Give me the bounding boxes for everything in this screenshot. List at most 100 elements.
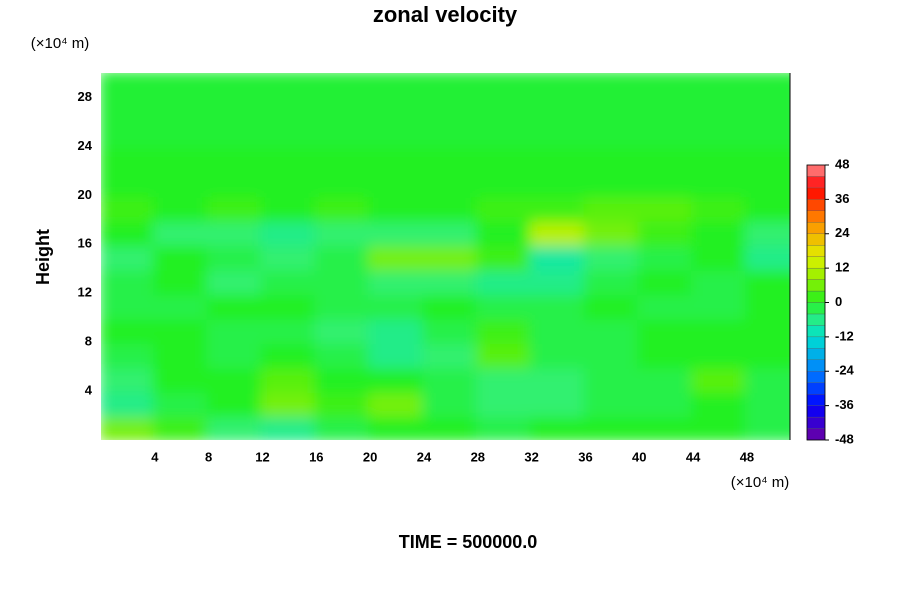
cell	[368, 266, 426, 296]
cell	[421, 340, 480, 369]
cell	[691, 315, 749, 345]
cell	[637, 168, 696, 198]
y-tick-label: 20	[78, 187, 92, 202]
cell	[206, 217, 265, 247]
colorbar-segment	[806, 164, 826, 177]
colorbar-segment	[806, 187, 826, 200]
cell	[152, 364, 211, 394]
cell	[260, 389, 319, 418]
cell	[314, 413, 373, 440]
cell	[206, 119, 265, 149]
cell	[744, 315, 790, 345]
cell	[260, 315, 319, 345]
cell	[421, 364, 480, 394]
colorbar-segment	[806, 359, 826, 372]
cell	[152, 413, 211, 440]
cell	[637, 340, 696, 369]
cell	[368, 315, 426, 345]
cell	[260, 266, 319, 296]
cell	[691, 193, 749, 222]
cell	[691, 144, 749, 173]
colorbar: -48 -36 -24 -12 0 12 24 36 48	[806, 156, 855, 446]
cell	[421, 266, 480, 296]
cell	[475, 242, 534, 271]
cell	[101, 73, 157, 100]
cell	[529, 364, 588, 394]
cell	[101, 242, 157, 271]
cell	[529, 119, 588, 149]
cell	[368, 73, 426, 100]
cell	[583, 242, 642, 271]
cell	[152, 144, 211, 173]
cell	[637, 315, 696, 345]
cell	[583, 95, 642, 124]
cell	[421, 95, 480, 124]
cell	[691, 413, 749, 440]
colorbar-segment	[806, 405, 826, 418]
cell	[260, 95, 319, 124]
cell	[691, 217, 749, 247]
cell	[691, 266, 749, 296]
cell	[314, 389, 373, 418]
cell	[475, 340, 534, 369]
cell	[421, 119, 480, 149]
colorbar-segment	[806, 176, 826, 189]
cell	[529, 168, 588, 198]
colorbar-tick-label: -24	[835, 363, 855, 378]
colorbar-segment	[806, 302, 826, 315]
cell	[314, 340, 373, 369]
cell	[637, 242, 696, 271]
cell	[368, 340, 426, 369]
colorbar-segment	[806, 210, 826, 223]
cell	[744, 340, 790, 369]
cell	[206, 144, 265, 173]
cell	[368, 413, 426, 440]
x-unit: (×10⁴ m)	[731, 474, 790, 491]
cell	[475, 364, 534, 394]
cell	[260, 291, 319, 320]
colorbar-segment	[806, 279, 826, 292]
colorbar-segment	[806, 336, 826, 349]
x-tick-label: 40	[632, 449, 646, 464]
cell	[744, 193, 790, 222]
cell	[368, 364, 426, 394]
cell	[152, 73, 211, 100]
cell	[691, 364, 749, 394]
cell	[101, 144, 157, 173]
cell	[744, 119, 790, 149]
cell	[421, 413, 480, 440]
cell	[691, 389, 749, 418]
cell	[475, 119, 534, 149]
cell	[637, 95, 696, 124]
plot-area	[101, 73, 790, 440]
cell	[314, 217, 373, 247]
cell	[368, 389, 426, 418]
cell	[206, 413, 265, 440]
cell	[691, 168, 749, 198]
cell	[529, 291, 588, 320]
colorbar-tick-label: 36	[835, 191, 849, 206]
cell	[691, 340, 749, 369]
cell	[583, 389, 642, 418]
cell	[421, 242, 480, 271]
cell	[529, 315, 588, 345]
cell	[314, 119, 373, 149]
x-tick-label: 36	[578, 449, 592, 464]
cell	[368, 168, 426, 198]
cell	[101, 266, 157, 296]
cell	[314, 73, 373, 100]
time-label: TIME = 500000.0	[399, 532, 538, 552]
cell	[583, 168, 642, 198]
cell	[260, 340, 319, 369]
cell	[314, 168, 373, 198]
cell	[206, 389, 265, 418]
cell	[583, 73, 642, 100]
cell	[529, 144, 588, 173]
cell	[152, 242, 211, 271]
cell	[314, 266, 373, 296]
cell	[583, 364, 642, 394]
cell	[314, 242, 373, 271]
cell	[314, 95, 373, 124]
cell	[637, 413, 696, 440]
cell	[744, 291, 790, 320]
